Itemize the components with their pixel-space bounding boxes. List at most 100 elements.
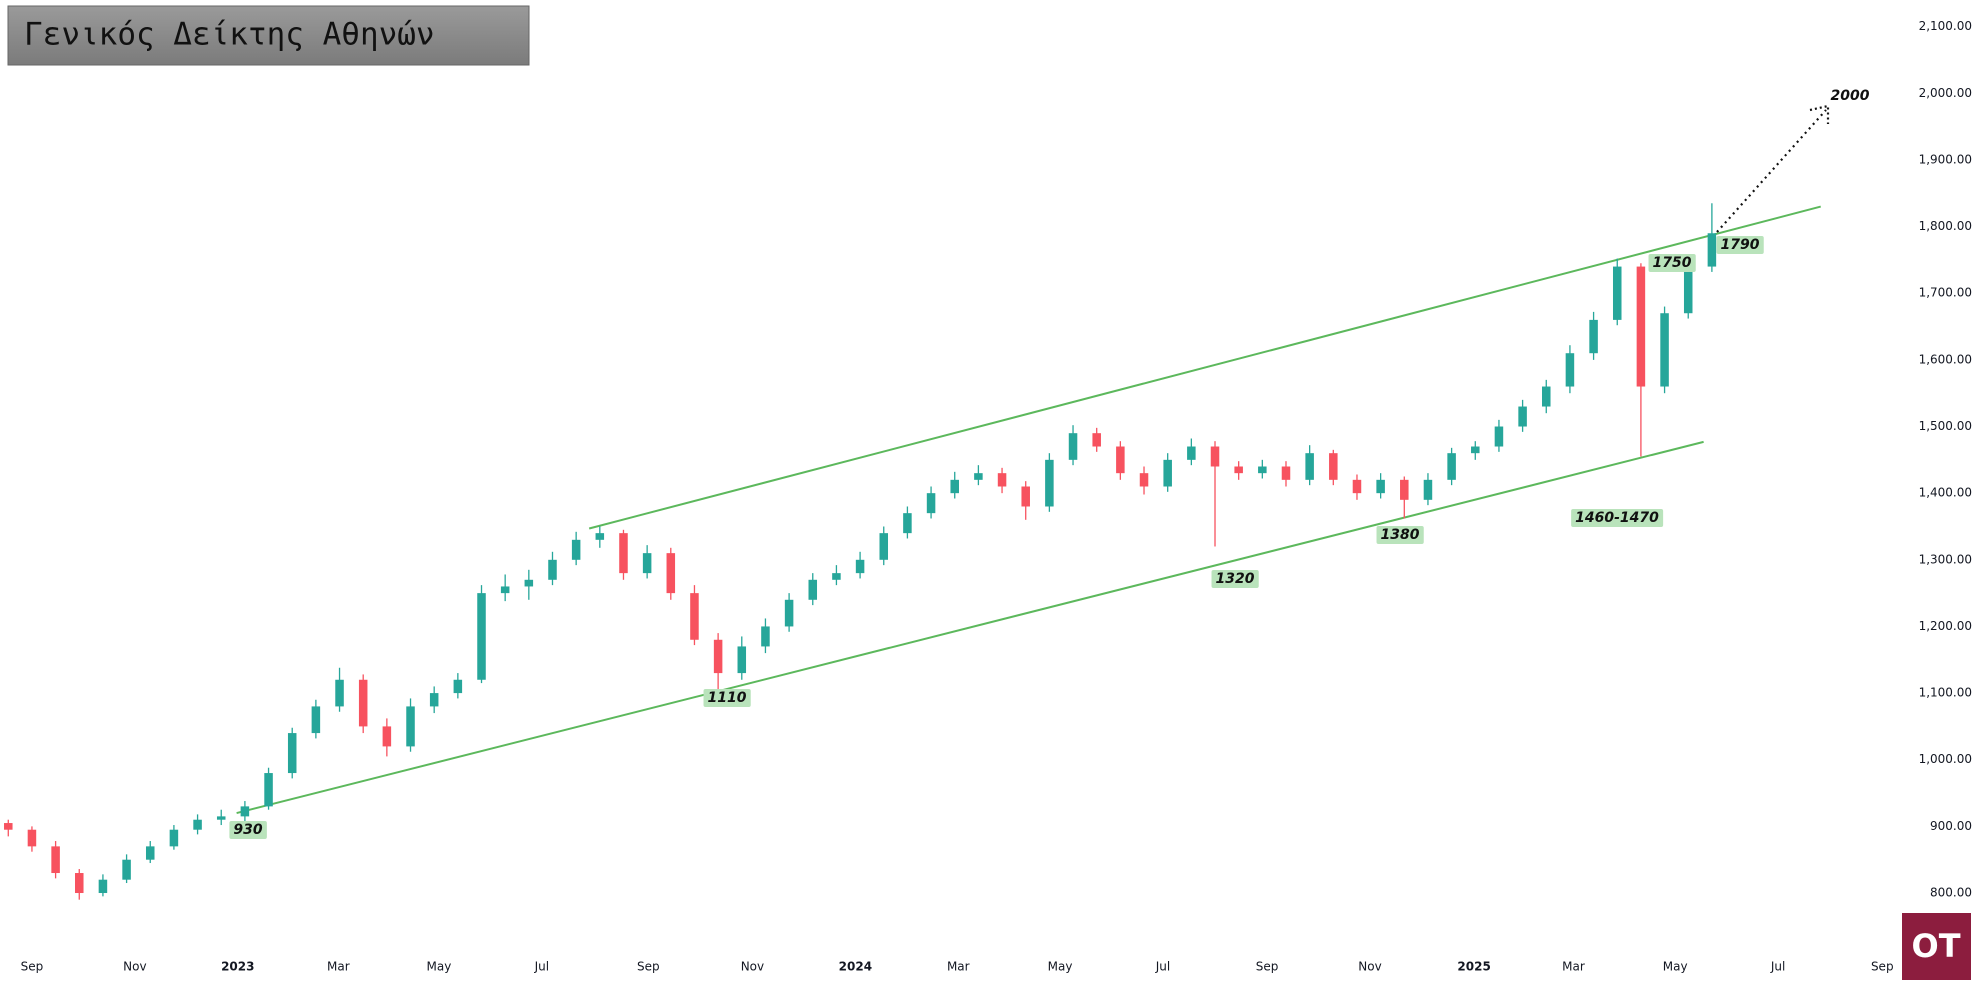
annotation: 1320 (1211, 570, 1259, 588)
candle-body (926, 493, 936, 514)
candle-body (832, 573, 841, 580)
candle-body (571, 539, 581, 560)
candle-body (477, 593, 486, 680)
arrow-head (1809, 104, 1830, 124)
annotation-label: 1110 (708, 690, 747, 706)
candle-body (1139, 473, 1149, 487)
y-tick-label: 1,100.00 (1919, 686, 1972, 700)
y-tick-label: 1,700.00 (1919, 286, 1972, 300)
candle-body (1660, 313, 1669, 387)
trend-line (588, 205, 1821, 530)
candle-body (808, 579, 818, 600)
y-tick-label: 900.00 (1930, 819, 1972, 833)
y-tick-label: 800.00 (1930, 886, 1972, 900)
y-tick-label: 1,300.00 (1919, 552, 1972, 566)
candle-body (1045, 459, 1054, 507)
candle-body (500, 586, 510, 594)
annotation-box (1211, 570, 1259, 588)
candle-body (1068, 433, 1078, 460)
y-tick-label: 1,400.00 (1919, 486, 1972, 500)
candle-body (761, 626, 770, 647)
x-tick-label: Nov (741, 960, 764, 974)
candle-body (453, 679, 463, 694)
annotation-box (1571, 509, 1664, 527)
candle-body (1683, 266, 1693, 314)
candle-body (287, 733, 297, 774)
candle-body (784, 599, 794, 627)
y-tick-label: 2,100.00 (1919, 19, 1972, 33)
logo: OT (1911, 927, 1960, 965)
candle-body (1281, 466, 1291, 480)
candle-body (903, 513, 912, 534)
x-tick-label: Jul (1770, 960, 1785, 974)
y-tick-label: 1,900.00 (1919, 152, 1972, 166)
candle-body (1518, 406, 1527, 427)
candle-body (666, 553, 676, 594)
candle-body (1494, 426, 1504, 447)
y-tick-label: 2,000.00 (1919, 86, 1972, 100)
candle-body (1423, 479, 1433, 500)
x-tick-label: Mar (1562, 960, 1585, 974)
candle-body (358, 679, 368, 727)
candle-body (1210, 446, 1220, 467)
candle-body (997, 473, 1007, 487)
x-tick-label: Sep (637, 960, 660, 974)
candle-body (145, 846, 155, 860)
candle-body (1612, 266, 1622, 320)
candle-body (51, 846, 60, 874)
annotation: 2000 (1831, 88, 1870, 104)
y-tick-label: 1,500.00 (1919, 419, 1972, 433)
x-tick-label: Sep (1871, 960, 1894, 974)
annotation-label: 1320 (1216, 571, 1255, 587)
candle-body (1258, 466, 1267, 474)
annotation-label: 1750 (1653, 255, 1692, 271)
annotation-box (1716, 236, 1764, 254)
y-tick-label: 1,600.00 (1919, 352, 1972, 366)
annotation-label: 1790 (1721, 237, 1760, 253)
candle-body (193, 819, 202, 830)
candle-body (713, 639, 723, 674)
candle-body (974, 473, 983, 480)
annotation: 1110 (703, 689, 751, 707)
candle-body (1021, 486, 1030, 507)
candle-body (1092, 433, 1101, 447)
annotation-label: 1380 (1381, 527, 1420, 543)
candle-body (1329, 453, 1338, 480)
x-tick-label: Sep (1256, 960, 1279, 974)
candle-body (382, 726, 392, 747)
candle-body (75, 873, 84, 894)
x-tick-label: May (427, 960, 452, 974)
candle-body (335, 679, 344, 707)
chart-title: Γενικός Δείκτης Αθηνών (24, 17, 435, 53)
x-tick-label: 2025 (1457, 960, 1490, 974)
candle-body (122, 859, 131, 880)
annotation-label: 1460-1470 (1575, 510, 1659, 526)
annotation: 1790 (1716, 236, 1764, 254)
candle-body (595, 533, 605, 540)
candle-body (1542, 386, 1551, 407)
annotation: 1750 (1648, 254, 1696, 272)
candle-body (27, 829, 37, 847)
candle-body (1400, 479, 1409, 500)
candle-body (98, 879, 108, 894)
y-tick-label: 1,000.00 (1919, 752, 1972, 766)
candle-body (690, 593, 699, 640)
x-tick-label: Mar (947, 960, 970, 974)
projection-arrow (1716, 109, 1827, 233)
annotation: 930 (229, 821, 267, 839)
x-tick-label: Jul (534, 960, 549, 974)
candle-body (642, 553, 652, 574)
x-tick-label: Nov (123, 960, 146, 974)
y-tick-label: 1,800.00 (1919, 219, 1972, 233)
annotation-label: 930 (233, 822, 262, 838)
x-tick-label: Sep (21, 960, 44, 974)
candle-body (4, 823, 13, 830)
title-box (7, 5, 530, 66)
x-tick-label: Nov (1358, 960, 1381, 974)
y-tick-label: 1,200.00 (1919, 619, 1972, 633)
candle-body (1636, 266, 1646, 387)
candle-body (950, 479, 959, 494)
candle-body (1565, 353, 1575, 387)
annotation: 1460-1470 (1571, 509, 1664, 527)
